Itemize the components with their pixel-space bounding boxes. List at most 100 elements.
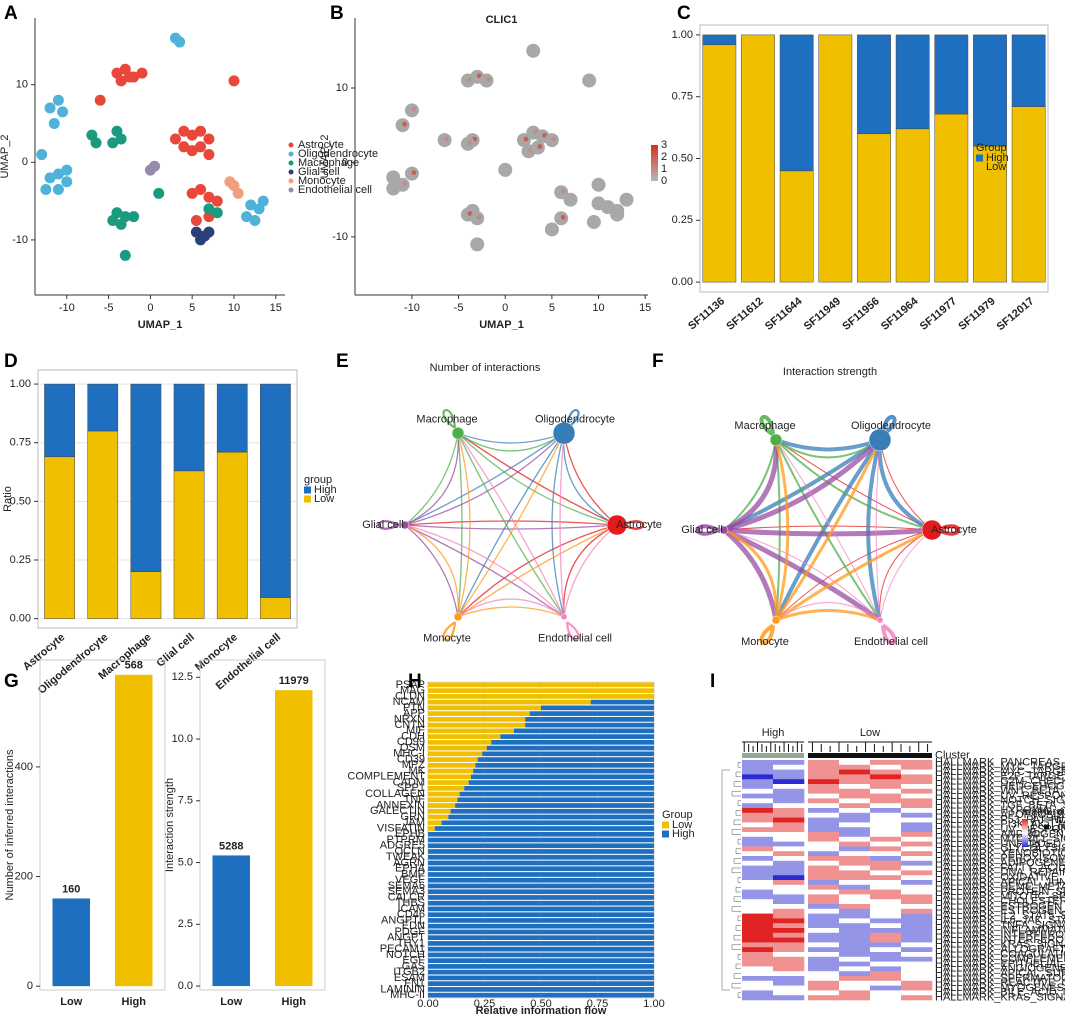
cell (901, 995, 933, 1001)
cell (839, 932, 871, 938)
value-label: 568 (125, 660, 143, 672)
bar-segment (513, 728, 654, 734)
cell (773, 817, 805, 823)
cell (808, 918, 840, 924)
edge (774, 439, 882, 621)
value-label: 11979 (279, 675, 309, 687)
cell (773, 908, 805, 914)
cell (870, 779, 902, 785)
cell (773, 784, 805, 790)
x-tick-label: -10 (59, 302, 75, 314)
point (57, 106, 69, 118)
bar (115, 674, 153, 987)
y-tick-label: 0.50 (672, 152, 693, 164)
cell (773, 760, 805, 766)
legend-swatch (288, 187, 294, 193)
x-tick-label: 0 (502, 302, 508, 314)
legend-swatch (1044, 824, 1049, 830)
edge (723, 527, 933, 537)
y-tick-label: NOTCH (386, 949, 425, 961)
bar-segment (428, 739, 492, 745)
bar-segment (428, 895, 654, 900)
y-tick-label: CALCR (388, 891, 425, 903)
cell (839, 971, 871, 977)
bar-segment (477, 757, 654, 762)
y-tick-label: MPZ (402, 759, 426, 771)
row-label: HALLMARK_PROTEIN_SECRETION (935, 886, 1065, 898)
point (386, 170, 401, 185)
cell (742, 932, 774, 938)
y-tick-label: EPHA (395, 863, 426, 875)
bar-segment (173, 470, 205, 619)
y-tick-label: CLDN (395, 690, 425, 702)
cell (773, 980, 805, 986)
y-tick-label: ITGB2 (393, 966, 425, 978)
y-tick-label: 0 (22, 156, 28, 168)
group-label: Low (860, 727, 880, 739)
edge (879, 529, 933, 621)
bar-segment (486, 745, 654, 751)
row-label: HALLMARK_OXIDATIVE_PHOSPHORYLATION (935, 872, 1065, 884)
bar-segment (702, 34, 737, 46)
row-label: HALLMARK_MITOTIC_SPINDLE (935, 891, 1065, 903)
cell (870, 995, 902, 1001)
cell (839, 884, 871, 890)
cell (839, 836, 871, 842)
cell (870, 966, 902, 972)
node (552, 421, 576, 445)
cell (808, 928, 840, 934)
legend-label: High (314, 484, 337, 496)
bar-segment (741, 34, 775, 283)
expression-dot (523, 136, 529, 142)
colorbar (651, 145, 658, 181)
cell (901, 769, 933, 775)
cell (870, 904, 902, 910)
cell (839, 899, 871, 905)
point (211, 195, 223, 207)
cell (773, 990, 805, 996)
expression-dot (402, 181, 407, 187)
cell (808, 942, 840, 948)
point (40, 183, 52, 195)
cell (839, 870, 871, 876)
cell (901, 774, 933, 780)
x-tick-label: 0.75 (587, 998, 608, 1010)
cell (870, 980, 902, 986)
row-dendrogram (733, 934, 741, 941)
y-tick-label: THBS (396, 897, 425, 909)
value-label: 160 (62, 883, 80, 895)
cell (901, 918, 933, 924)
node-label: Endothelial cell (854, 636, 928, 648)
cell (773, 846, 805, 852)
y-tick-label: GALECTIN (370, 805, 425, 817)
cell (742, 980, 774, 986)
expression-dot (560, 214, 566, 220)
row-label: HALLMARK_IL2_STAT5_SIGNALING (935, 910, 1065, 922)
y-tick-label: EDN (402, 920, 425, 932)
cell (870, 889, 902, 895)
x-tick-label: SF11136 (686, 295, 727, 332)
chart-title: Interaction strength (783, 366, 877, 378)
row-label: HALLMARK_UV_RESPONSE_UP (935, 824, 1065, 836)
cell (901, 798, 933, 804)
row-dendrogram (731, 944, 741, 950)
y-tick-label: -10 (332, 231, 348, 243)
x-tick-label: 0.50 (530, 998, 551, 1010)
cell (839, 827, 871, 833)
point (386, 181, 401, 196)
cell (870, 784, 902, 790)
cell (901, 980, 933, 986)
cell (808, 870, 840, 876)
row-label: HALLMARK_BILE_ACID_METABOLISM (935, 987, 1065, 999)
cell (773, 937, 805, 943)
y-tick-label: 5.0 (178, 856, 193, 868)
legend-title: group (304, 474, 332, 486)
self-loop (565, 409, 580, 429)
self-loop (759, 623, 775, 646)
cell (773, 904, 805, 910)
y-tick-label: SEMA3 (388, 886, 425, 898)
y-tick-label: PTN (403, 702, 425, 714)
row-label: HALLMARK_IL6_JAK_STAT3_SIGNALING (935, 915, 1065, 927)
bar (212, 855, 250, 987)
y-tick-label: MHC-I (393, 748, 425, 760)
